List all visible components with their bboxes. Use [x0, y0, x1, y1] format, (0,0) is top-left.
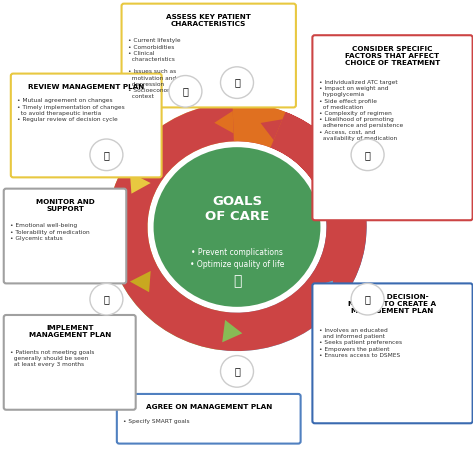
Polygon shape — [232, 103, 285, 148]
Text: 🔍: 🔍 — [234, 78, 240, 88]
Text: • Patients not meeting goals
  generally should be seen
  at least every 3 month: • Patients not meeting goals generally s… — [10, 350, 94, 367]
Text: • Mutual agreement on changes
• Timely implementation of changes
  to avoid ther: • Mutual agreement on changes • Timely i… — [17, 99, 125, 122]
Polygon shape — [108, 169, 158, 285]
FancyBboxPatch shape — [4, 315, 136, 410]
Circle shape — [220, 355, 254, 387]
Text: 🤝: 🤝 — [234, 366, 240, 376]
Polygon shape — [332, 186, 355, 206]
Polygon shape — [261, 119, 283, 140]
Polygon shape — [222, 320, 242, 342]
Text: IMPLEMENT
MANAGEMENT PLAN: IMPLEMENT MANAGEMENT PLAN — [28, 326, 111, 338]
Polygon shape — [306, 199, 366, 307]
Text: AGREE ON MANAGEMENT PLAN: AGREE ON MANAGEMENT PLAN — [146, 405, 272, 410]
Polygon shape — [221, 282, 336, 351]
Text: • Individualized ATC target
• Impact on weight and
  hypoglycemia
• Side effect : • Individualized ATC target • Impact on … — [319, 80, 403, 141]
FancyBboxPatch shape — [4, 189, 126, 283]
Polygon shape — [123, 103, 234, 187]
FancyBboxPatch shape — [312, 35, 473, 220]
Circle shape — [90, 139, 123, 171]
Circle shape — [220, 67, 254, 99]
FancyBboxPatch shape — [312, 283, 473, 423]
Text: GOALS
OF CARE: GOALS OF CARE — [205, 195, 269, 223]
Text: REVIEW MANAGEMENT PLAN: REVIEW MANAGEMENT PLAN — [28, 84, 145, 90]
Text: 🚀: 🚀 — [103, 294, 109, 304]
Text: • Emotional well-being
• Tolerability of medication
• Glycemic status: • Emotional well-being • Tolerability of… — [10, 223, 90, 241]
Polygon shape — [130, 173, 151, 194]
FancyBboxPatch shape — [121, 4, 296, 108]
Text: • Involves an educated
  and informed patient
• Seeks patient preferences
• Empo: • Involves an educated and informed pati… — [319, 328, 401, 358]
Text: • Specify SMART goals: • Specify SMART goals — [123, 419, 190, 424]
Text: 💬: 💬 — [365, 294, 371, 304]
FancyBboxPatch shape — [117, 394, 301, 444]
Text: MONITOR AND
SUPPORT: MONITOR AND SUPPORT — [36, 199, 94, 212]
Text: 🔗: 🔗 — [365, 150, 371, 160]
Text: 👤: 👤 — [233, 274, 241, 288]
Circle shape — [169, 75, 202, 107]
FancyBboxPatch shape — [11, 74, 162, 178]
Circle shape — [351, 139, 384, 171]
Polygon shape — [123, 267, 226, 350]
Text: • Prevent complications
• Optimize quality of life: • Prevent complications • Optimize quali… — [190, 248, 284, 269]
Text: • Current lifestyle
• Comorbidities
• Clinical
  characteristics

• Issues such : • Current lifestyle • Comorbidities • Cl… — [128, 39, 180, 99]
Polygon shape — [108, 103, 366, 351]
Circle shape — [90, 283, 123, 315]
Circle shape — [152, 146, 322, 308]
Polygon shape — [312, 281, 333, 302]
Text: 👥: 👥 — [182, 86, 188, 96]
Polygon shape — [214, 111, 234, 133]
Polygon shape — [130, 271, 151, 292]
Text: ASSESS KEY PATIENT
CHARACTERISTICS: ASSESS KEY PATIENT CHARACTERISTICS — [166, 14, 251, 27]
Text: 👤: 👤 — [103, 150, 109, 160]
Circle shape — [351, 283, 384, 315]
Text: SHARE DECISION-
MAKING TO CREATE A
MANAGEMENT PLAN: SHARE DECISION- MAKING TO CREATE A MANAG… — [348, 294, 437, 314]
Text: CONSIDER SPECIFIC
FACTORS THAT AFFECT
CHOICE OF TREATMENT: CONSIDER SPECIFIC FACTORS THAT AFFECT CH… — [345, 45, 440, 66]
